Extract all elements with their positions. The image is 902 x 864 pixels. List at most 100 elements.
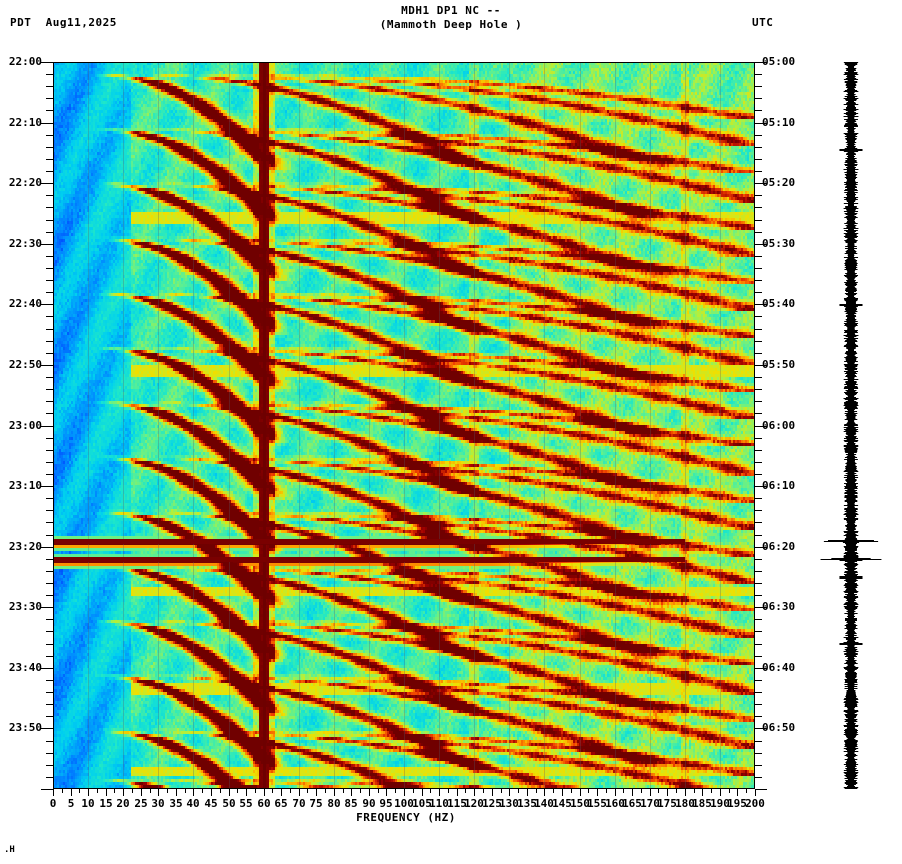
left-axis-tick [46, 522, 53, 523]
left-axis-tick [46, 510, 53, 511]
left-axis-tick [46, 74, 53, 75]
right-axis-time-label: 06:00 [762, 418, 796, 432]
frequency-axis-minor-tick [430, 789, 431, 793]
right-axis-tick [755, 123, 767, 124]
left-axis-tick [46, 268, 53, 269]
frequency-axis-tick [264, 789, 265, 796]
frequency-axis-label: 170 [640, 797, 660, 810]
right-axis-tick [755, 426, 767, 427]
frequency-axis-label: 140 [534, 797, 554, 810]
left-axis-tick [46, 631, 53, 632]
left-axis-tick [41, 789, 53, 790]
right-axis-tick [755, 207, 762, 208]
frequency-axis-label: 50 [222, 797, 236, 810]
right-axis-tick [755, 329, 762, 330]
frequency-axis-label: 180 [675, 797, 695, 810]
frequency-axis-tick [580, 789, 581, 796]
right-axis-tick [755, 183, 767, 184]
right-axis-tick [755, 595, 762, 596]
header-title-block: MDH1 DP1 NC -- (Mammoth Deep Hole ) [0, 4, 902, 32]
frequency-axis-tick [755, 789, 756, 796]
left-axis-tick [46, 535, 53, 536]
left-axis-tick [46, 389, 53, 390]
left-axis-time-label: 23:00 [8, 418, 42, 432]
frequency-axis-tick [88, 789, 89, 796]
right-axis-tick [755, 268, 762, 269]
frequency-axis-label: 15 [99, 797, 113, 810]
left-axis-tick [41, 365, 53, 366]
right-axis-tick [755, 195, 762, 196]
frequency-axis-minor-tick [413, 789, 414, 793]
frequency-axis-label: 55 [239, 797, 253, 810]
left-axis-time-label: 23:40 [8, 660, 42, 674]
right-axis-tick [755, 571, 762, 572]
right-axis-tick [755, 147, 762, 148]
right-axis-tick [755, 656, 762, 657]
left-axis-time-label: 23:10 [8, 479, 42, 493]
right-axis-time-label: 06:10 [762, 479, 796, 493]
left-axis-tick [46, 680, 53, 681]
frequency-axis-minor-tick [641, 789, 642, 793]
left-axis-tick [46, 353, 53, 354]
frequency-axis-minor-tick [343, 789, 344, 793]
frequency-axis-minor-tick [676, 789, 677, 793]
right-axis-tick [755, 644, 762, 645]
left-axis-tick [46, 474, 53, 475]
frequency-axis-tick [193, 789, 194, 796]
right-axis-tick [755, 522, 762, 523]
right-axis-tick [755, 741, 762, 742]
right-axis-time-label: 05:30 [762, 236, 796, 250]
left-axis-tick [46, 86, 53, 87]
frequency-axis-tick [422, 789, 423, 796]
right-axis-tick [755, 389, 762, 390]
left-axis-tick [41, 668, 53, 669]
left-axis-tick [41, 547, 53, 548]
frequency-axis-tick [176, 789, 177, 796]
right-axis-tick [755, 98, 762, 99]
left-axis-time-label: 22:30 [8, 236, 42, 250]
right-axis-tick [755, 668, 767, 669]
frequency-axis-tick [229, 789, 230, 796]
frequency-axis-tick [544, 789, 545, 796]
right-axis-tick [755, 777, 762, 778]
left-axis-time-label: 22:10 [8, 115, 42, 129]
frequency-axis-minor-tick [711, 789, 712, 793]
frequency-axis-tick [457, 789, 458, 796]
frequency-axis-label: 110 [429, 797, 449, 810]
left-axis-tick [46, 110, 53, 111]
frequency-axis-minor-tick [395, 789, 396, 793]
frequency-axis-minor-tick [114, 789, 115, 793]
frequency-axis-label: 40 [186, 797, 200, 810]
frequency-axis-label: 90 [362, 797, 376, 810]
left-axis-tick [46, 292, 53, 293]
frequency-axis-label: 155 [587, 797, 607, 810]
frequency-axis-tick [439, 789, 440, 796]
right-axis-tick [755, 619, 762, 620]
frequency-axis-label: 115 [447, 797, 467, 810]
left-axis-tick [46, 195, 53, 196]
left-axis-tick [46, 765, 53, 766]
right-axis-tick [755, 498, 762, 499]
frequency-axis-label: 145 [552, 797, 572, 810]
right-axis-tick [755, 438, 762, 439]
left-axis-tick [46, 498, 53, 499]
left-axis-tick [46, 401, 53, 402]
right-axis-tick [755, 462, 762, 463]
frequency-axis-label: 80 [327, 797, 341, 810]
left-axis-tick [46, 571, 53, 572]
left-axis-tick [41, 183, 53, 184]
frequency-axis-minor-tick [79, 789, 80, 793]
right-axis-tick [755, 583, 762, 584]
frequency-axis-tick [562, 789, 563, 796]
frequency-axis-minor-tick [360, 789, 361, 793]
left-axis-tick [46, 644, 53, 645]
left-axis-tick [41, 244, 53, 245]
left-axis-tick [46, 704, 53, 705]
left-axis-tick [46, 438, 53, 439]
right-axis-tick [755, 232, 762, 233]
frequency-axis-label: 65 [274, 797, 288, 810]
frequency-axis-minor-tick [97, 789, 98, 793]
frequency-axis-tick [650, 789, 651, 796]
frequency-axis-minor-tick [694, 789, 695, 793]
right-axis-tick [755, 353, 762, 354]
